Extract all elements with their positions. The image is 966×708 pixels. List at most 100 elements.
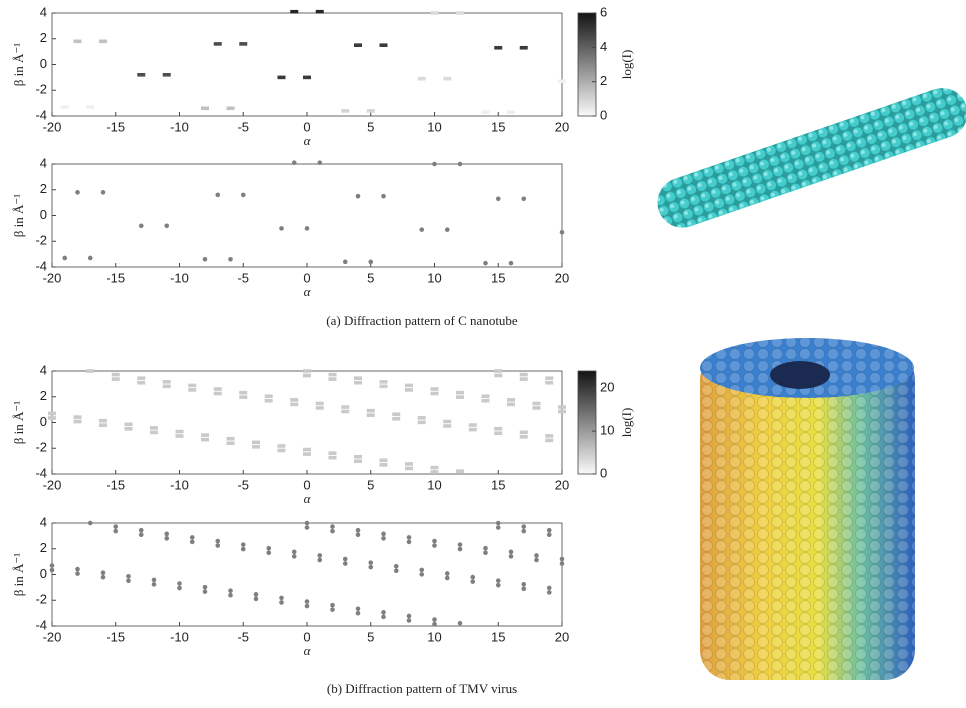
point: [164, 536, 169, 541]
intensity-peak: [61, 105, 69, 109]
intensity-peak: [227, 441, 235, 445]
intensity-peak: [278, 444, 286, 448]
x-tick-label: 15: [491, 119, 505, 134]
point: [547, 586, 552, 591]
point: [101, 570, 106, 575]
intensity-peak: [469, 428, 477, 432]
intensity-peak: [290, 10, 298, 14]
intensity-peak: [290, 398, 298, 402]
intensity-peak: [443, 77, 451, 81]
y-tick-label: -2: [35, 233, 47, 248]
point: [445, 576, 450, 581]
intensity-peak: [150, 431, 158, 435]
point: [88, 521, 93, 526]
point: [496, 583, 501, 588]
point: [177, 581, 182, 586]
intensity-peak: [431, 11, 439, 15]
intensity-peak: [316, 406, 324, 410]
point: [560, 561, 565, 566]
intensity-peak: [86, 369, 94, 373]
intensity-peak: [380, 380, 388, 384]
y-tick-label: 4: [40, 4, 47, 19]
point: [164, 224, 169, 229]
intensity-peak: [112, 377, 120, 381]
point: [317, 553, 322, 558]
point: [432, 539, 437, 544]
intensity-peak: [150, 426, 158, 430]
intensity-peak: [354, 43, 362, 47]
point: [241, 547, 246, 552]
intensity-peak: [431, 387, 439, 391]
x-tick-label: -10: [170, 629, 189, 644]
point: [483, 550, 488, 555]
point: [368, 565, 373, 570]
intensity-peak: [303, 448, 311, 452]
caption: (b) Diffraction pattern of TMV virus: [327, 681, 517, 696]
colorbar-tick-label: 2: [600, 73, 607, 88]
point: [139, 528, 144, 533]
x-axis-label: α: [304, 643, 312, 658]
x-tick-label: 20: [555, 270, 569, 285]
plot-area: [52, 13, 562, 116]
point: [203, 589, 208, 594]
intensity-peak: [545, 376, 553, 380]
intensity-peak: [558, 410, 566, 414]
intensity-peak: [316, 10, 324, 14]
point: [381, 194, 386, 199]
y-tick-label: -2: [35, 592, 47, 607]
point: [534, 558, 539, 563]
point: [50, 563, 55, 568]
intensity-peak: [456, 469, 464, 473]
x-tick-label: -15: [106, 629, 125, 644]
colorbar-tick-label: 0: [600, 465, 607, 480]
colorbar-label: log(I): [619, 50, 634, 80]
point: [368, 260, 373, 265]
point: [113, 524, 118, 529]
y-tick-label: -2: [35, 82, 47, 97]
point: [445, 227, 450, 232]
point: [241, 193, 246, 198]
plot-area: [52, 371, 562, 474]
intensity-peak: [163, 73, 171, 77]
point: [305, 525, 310, 530]
point: [228, 588, 233, 593]
point: [407, 540, 412, 545]
intensity-peak: [329, 456, 337, 460]
intensity-peak: [303, 76, 311, 80]
point: [126, 579, 131, 584]
y-tick-label: 0: [40, 414, 47, 429]
point: [470, 575, 475, 580]
point: [560, 230, 565, 235]
intensity-peak: [303, 369, 311, 373]
intensity-peak: [214, 42, 222, 46]
intensity-peak: [303, 374, 311, 378]
intensity-peak: [341, 109, 349, 113]
intensity-peak: [163, 385, 171, 389]
intensity-peak: [507, 398, 515, 402]
y-tick-label: 0: [40, 566, 47, 581]
point: [279, 596, 284, 601]
intensity-peak: [137, 381, 145, 385]
intensity-peak: [431, 470, 439, 474]
intensity-peak: [137, 73, 145, 77]
intensity-peak: [201, 433, 209, 437]
colorbar-tick-label: 0: [600, 107, 607, 122]
intensity-peak: [380, 385, 388, 389]
x-tick-label: 20: [555, 477, 569, 492]
intensity-peak: [418, 421, 426, 425]
intensity-peak: [214, 387, 222, 391]
point: [164, 532, 169, 537]
intensity-peak: [188, 384, 196, 388]
x-tick-label: 5: [367, 119, 374, 134]
caption: (a) Diffraction pattern of C nanotube: [326, 313, 518, 328]
point: [317, 558, 322, 563]
point: [343, 260, 348, 265]
intensity-peak: [392, 417, 400, 421]
colorbar: [578, 13, 596, 116]
point: [139, 532, 144, 537]
intensity-peak: [431, 392, 439, 396]
x-tick-label: -5: [237, 119, 249, 134]
point: [330, 529, 335, 534]
x-tick-label: -15: [106, 477, 125, 492]
point: [368, 560, 373, 565]
